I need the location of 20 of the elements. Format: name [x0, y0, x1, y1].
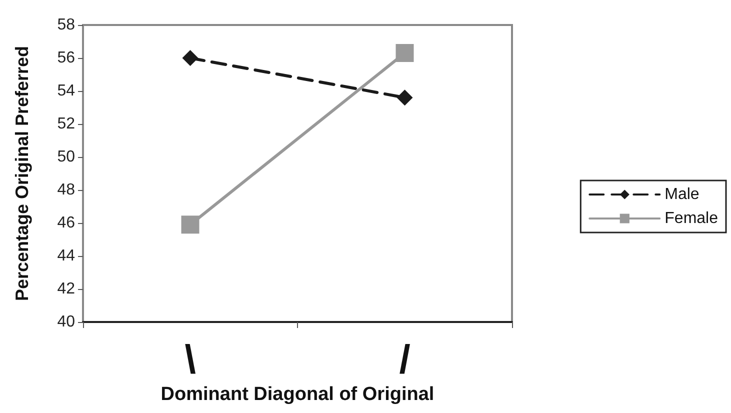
point [396, 44, 414, 62]
y-tick-label: 42 [57, 280, 76, 298]
x-tick-label: / [399, 338, 410, 382]
y-tick-label: 58 [57, 16, 76, 34]
y-tick-label: 48 [57, 182, 76, 198]
y-tick-label: 54 [57, 82, 76, 100]
y-tick-label: 46 [57, 214, 76, 232]
y-tick-label: 40 [57, 314, 76, 330]
y-tick-label: 56 [57, 50, 76, 66]
legend-label: Female [664, 210, 718, 227]
y-tick-label: 52 [57, 116, 76, 132]
x-axis-title: Dominant Diagonal of Original [160, 384, 434, 405]
y-tick-label: 44 [57, 248, 76, 264]
point [396, 90, 413, 106]
legend-label: Male [664, 186, 700, 203]
y-tick-label: 50 [57, 148, 76, 166]
point [181, 216, 200, 234]
y-axis-title: Percentage Original Preferred [12, 46, 32, 302]
x-tick-label: \ [184, 338, 196, 382]
point [182, 50, 198, 66]
